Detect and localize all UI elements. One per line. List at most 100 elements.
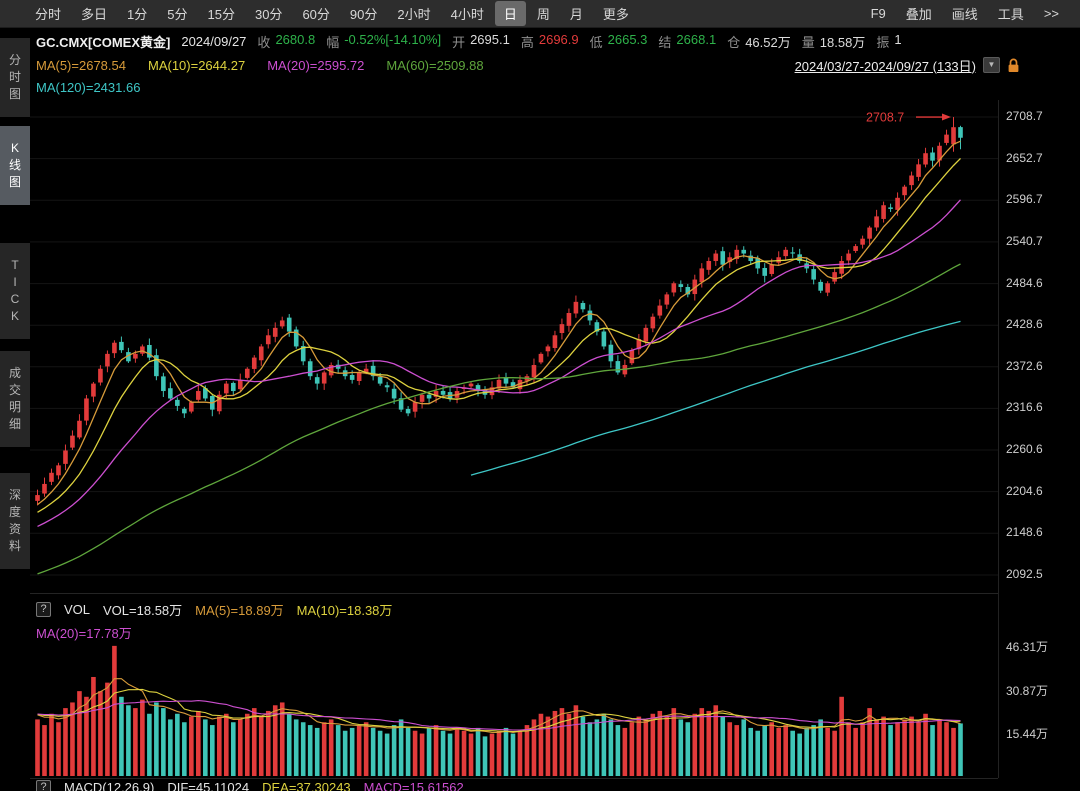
help-icon[interactable]: ? — [36, 601, 51, 617]
volume-value: 18.58万 — [819, 34, 866, 50]
ma-label: MA(60)=2509.88 — [386, 57, 484, 73]
vol-indicator-label: MA(20)=17.78万 — [36, 625, 132, 641]
quote-field-label: 收 — [257, 34, 271, 50]
price-axis-label: 2204.6 — [1006, 483, 1043, 498]
sidebar-tab-trade-detail[interactable]: 成 交 明 细 — [0, 351, 30, 447]
high-value: 2696.9 — [538, 31, 579, 47]
quote-field-label: 结 — [658, 34, 672, 50]
quote-field-high-value: 高 2696.9 — [521, 32, 579, 51]
open-interest-value: 46.52万 — [745, 34, 791, 50]
toolbar-item-period-month[interactable]: 月 — [569, 7, 583, 22]
overlay-button[interactable]: 叠加 — [905, 7, 932, 22]
price-axis-label: 2652.7 — [1006, 150, 1043, 165]
symbol-name[interactable]: GC.CMX[COMEX黄金] — [36, 34, 171, 50]
price-axis-label: 2428.6 — [1006, 317, 1043, 332]
draw-line-button[interactable]: 画线 — [951, 7, 978, 22]
quote-field-change-value: 幅 -0.52%[-14.10%] — [326, 32, 441, 51]
quote-field-label: 开 — [452, 34, 466, 50]
toolbar-item-more-periods-button[interactable]: 更多 — [602, 7, 629, 22]
sidebar-tab-tick[interactable]: T I C K — [0, 243, 30, 339]
toolbar-item-period-4h[interactable]: 4小时 — [450, 7, 484, 22]
quote-field-label: 幅 — [326, 34, 340, 50]
sidebar-tab-time-chart[interactable]: 分 时 图 — [0, 38, 30, 117]
chart-panel: GC.CMX[COMEX黄金] 2024/09/27 收 2680.8 幅 -0.52… — [30, 28, 1080, 791]
sidebar-tab-kline[interactable]: K 线 图 — [0, 126, 30, 205]
quote-field-open-interest-value: 仓 46.52万 — [727, 32, 791, 51]
svg-text:2708.7: 2708.7 — [866, 111, 904, 125]
quote-field-open-value: 开 2695.1 — [452, 32, 510, 51]
macd-header: ? MACD(12,26,9) DIF=45.11024 DEA=37.30243… — [36, 780, 464, 791]
amplitude-value: 1 — [894, 31, 902, 47]
toolbar-item-period-30m[interactable]: 30分 — [254, 7, 283, 22]
quote-field-settle-value: 结 2668.1 — [658, 32, 716, 51]
axis-divider — [998, 100, 999, 778]
price-axis-label: 2316.6 — [1006, 400, 1043, 415]
panel-divider — [30, 593, 998, 594]
toolbar: 分时 多日 1分 5分 15分 30分 60分 90分 2小时 4小时日周 月 更多 F9 叠加 画线 工具… — [0, 0, 1080, 28]
chevron-down-icon[interactable]: ▼ — [983, 57, 1000, 73]
quote-field-label: 仓 — [727, 34, 741, 50]
volume-title: VOL — [64, 601, 91, 617]
ma-indicator-row-2: MA(120)=2431.66 — [30, 76, 1080, 98]
quote-field-volume-value: 量 18.58万 — [802, 32, 866, 51]
settle-value: 2668.1 — [676, 31, 717, 47]
macd-title: MACD(12,26,9) — [64, 780, 155, 791]
price-axis-label: 2148.6 — [1006, 525, 1043, 540]
f9-button[interactable]: F9 — [870, 6, 886, 21]
quote-field-low-value: 低 2665.3 — [590, 32, 648, 51]
toolbar-item-period-multi-day[interactable]: 多日 — [81, 7, 108, 22]
vol-indicator-label: VOL=18.58万 — [103, 602, 183, 618]
price-axis-label: 2092.5 — [1006, 566, 1043, 581]
toolbar-item-period-60m[interactable]: 60分 — [302, 7, 330, 22]
quote-field-close-value: 收 2680.8 — [257, 32, 315, 51]
price-axis-label: 2708.7 — [1006, 109, 1043, 124]
toolbar-item-period-90m[interactable]: 90分 — [349, 7, 378, 22]
price-axis-label: 2372.6 — [1006, 358, 1043, 373]
lock-icon[interactable] — [1007, 58, 1020, 73]
vol-indicator-label: MA(5)=18.89万 — [195, 602, 284, 618]
volume-chart[interactable] — [30, 640, 998, 778]
open-value: 2695.1 — [470, 31, 510, 47]
volume-axis-label: 30.87万 — [1006, 683, 1049, 698]
ma-label: MA(5)=2678.54 — [36, 57, 126, 73]
left-sidebar: 分 时 图 K 线 图 T I C K 成 交 明 细深 度 资 料 — [0, 28, 30, 791]
low-value: 2665.3 — [607, 31, 648, 47]
toolbar-item-period-15m[interactable]: 15分 — [207, 7, 235, 22]
toolbar-item-period-5m[interactable]: 5分 — [167, 7, 188, 22]
toolbar-period-group: 分时 多日 1分 5分 15分 30分 60分 90分 2小时 4小时日周 月 更多 — [0, 1, 638, 26]
quote-field-label: 低 — [589, 34, 603, 50]
price-axis-label: 2260.6 — [1006, 442, 1043, 457]
toolbar-item-period-time[interactable]: 分时 — [35, 7, 62, 22]
candlestick-chart[interactable]: 2708.7 — [30, 100, 998, 592]
vol-indicator-label: MA(10)=18.38万 — [296, 602, 393, 618]
toolbar-item-period-day[interactable]: 日 — [494, 1, 526, 26]
quote-field-label: 量 — [801, 34, 815, 50]
help-icon[interactable]: ? — [36, 780, 51, 791]
sidebar-tab-depth-data[interactable]: 深 度 资 料 — [0, 473, 30, 569]
ma-label: MA(10)=2644.27 — [147, 57, 246, 73]
volume-header: ? VOL VOL=18.58万 MA(5)=18.89万 MA(10)=18.38… — [36, 598, 392, 620]
tools-button[interactable]: 工具 — [997, 7, 1024, 22]
price-axis-label: 2596.7 — [1006, 192, 1043, 207]
macd-indicator-label: DIF=45.11024 — [167, 780, 250, 791]
volume-axis-label: 15.44万 — [1006, 727, 1049, 742]
close-value: 2680.8 — [275, 31, 316, 47]
price-axis-label: 2540.7 — [1006, 233, 1043, 248]
toolbar-item-period-week[interactable]: 周 — [536, 7, 550, 22]
price-axis-label: 2484.6 — [1006, 275, 1043, 290]
ma-indicator-row: MA(5)=2678.54 MA(10)=2644.27 MA(20)=2595.7… — [30, 54, 1080, 76]
toolbar-item-period-2h[interactable]: 2小时 — [397, 7, 431, 22]
quote-date: 2024/09/27 — [181, 33, 247, 49]
macd-indicator-label: MACD=15.61562 — [363, 780, 464, 791]
date-range-text[interactable]: 2024/03/27-2024/09/27 (133日) — [794, 58, 976, 74]
panel-divider — [30, 778, 998, 779]
toolbar-item-period-1m[interactable]: 1分 — [127, 7, 148, 22]
expand-toolbar-button[interactable]: >> — [1043, 6, 1059, 21]
toolbar-tools-group: F9 叠加 画线 工具 >> — [862, 1, 1080, 26]
quote-field-label: 高 — [520, 34, 534, 50]
price-axis: 2708.7 2652.7 2596.7 2540.7 2484.6 2428.6 2372… — [998, 28, 1080, 791]
volume-header-line2: MA(20)=17.78万 — [36, 622, 132, 642]
quote-info-bar: GC.CMX[COMEX黄金] 2024/09/27 收 2680.8 幅 -0.52… — [30, 28, 1080, 54]
